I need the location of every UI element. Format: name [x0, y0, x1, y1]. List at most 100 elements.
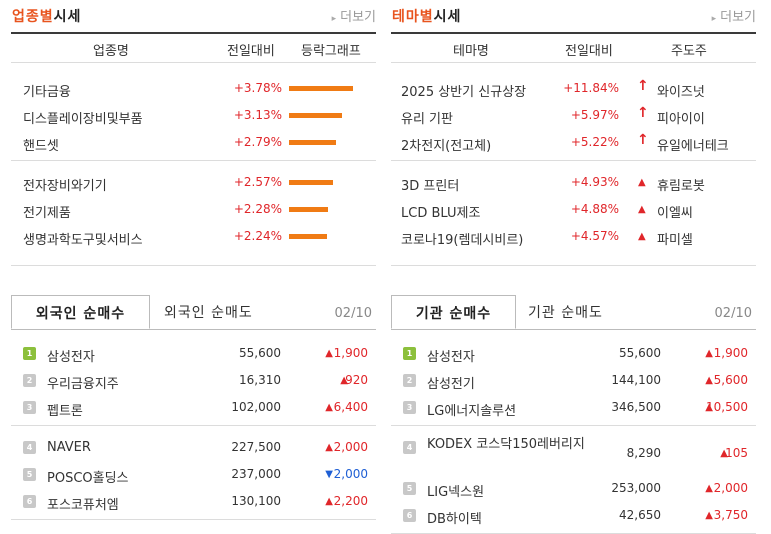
stock-price: 42,650: [619, 508, 661, 522]
stock-name: 삼성전자: [47, 350, 95, 365]
leader-stock: 유일에너테크: [657, 139, 729, 154]
industry-name: 전자장비와기기: [23, 179, 107, 194]
stock-price: 130,100: [231, 494, 281, 508]
foreign-tabs: 외국인 순매수 외국인 순매도 02/10: [11, 295, 376, 330]
col-change: 전일대비: [227, 44, 275, 59]
industry-header: 업종별시세 ▸ 더보기: [11, 0, 376, 34]
change-rate: +2.28%: [233, 202, 282, 216]
institution-group-2: 4 KODEX 코스닥150레버리지 8,290 ▲ 105 5 LIG넥스원 253,000…: [391, 426, 756, 534]
theme-row[interactable]: 코로나19(렘데시비르) +4.57% ▲ 파미셀: [391, 223, 756, 250]
theme-title[interactable]: 테마별시세: [392, 6, 461, 26]
up-triangle-icon: ▲: [340, 375, 348, 386]
theme-name: 2차전지(전고체): [401, 139, 492, 154]
change-amount: 2,000: [713, 481, 748, 495]
stock-name: 펩트론: [47, 404, 83, 419]
up-arrow-icon: ↑: [637, 105, 649, 121]
theme-row[interactable]: 3D 프린터 +4.93% ▲ 휴림로봇: [391, 169, 756, 196]
industry-row[interactable]: 전자장비와기기 +2.57%: [11, 169, 376, 196]
leader-stock: 와이즈넛: [657, 85, 705, 100]
theme-header: 테마별시세 ▸ 더보기: [391, 0, 756, 34]
chevron-right-icon: ▸: [331, 14, 337, 24]
down-triangle-icon: ▼: [325, 469, 333, 480]
stock-price: 55,600: [239, 346, 281, 360]
industry-row[interactable]: 전기제품 +2.28%: [11, 196, 376, 223]
up-triangle-icon: ▲: [705, 483, 713, 494]
industry-row[interactable]: 생명과학도구및서비스 +2.24%: [11, 223, 376, 250]
rank-badge: 2: [23, 374, 36, 387]
industry-title-rest: 시세: [53, 9, 82, 25]
theme-row[interactable]: 유리 기판 +5.97% ↑ 피아이이: [391, 102, 756, 129]
industry-name: 디스플레이장비및부품: [23, 112, 143, 127]
industry-row[interactable]: 기타금융 +3.78%: [11, 75, 376, 102]
industry-name: 기타금융: [23, 85, 71, 100]
rank-badge: 3: [23, 401, 36, 414]
change-rate: +4.57%: [570, 229, 619, 243]
change-amount: 5,600: [713, 373, 748, 387]
stock-row[interactable]: 1 삼성전자 55,600 ▲ 1,900: [11, 340, 376, 367]
stock-row[interactable]: 4 KODEX 코스닥150레버리지 8,290 ▲ 105: [391, 434, 756, 475]
stock-row[interactable]: 6 DB하이텍 42,650 ▲ 3,750: [391, 502, 756, 529]
rank-badge: 1: [23, 347, 36, 360]
theme-name: 2025 상반기 신규상장: [401, 85, 527, 100]
theme-column-header: 테마명 전일대비 주도주: [391, 34, 756, 63]
stock-row[interactable]: 6 포스코퓨처엠 130,100 ▲ 2,200: [11, 488, 376, 515]
stock-name: DB하이텍: [427, 512, 482, 527]
change-bar: [289, 234, 327, 239]
foreign-group-2: 4 NAVER 227,500 ▲ 2,000 5 POSCO홀딩스 237,000 ▼ 2,00…: [11, 426, 376, 520]
tab-foreign-net-buy[interactable]: 외국인 순매수: [11, 295, 150, 329]
rank-badge: 4: [403, 441, 416, 454]
stock-row[interactable]: 1 삼성전자 55,600 ▲ 1,900: [391, 340, 756, 367]
stock-row[interactable]: 3 LG에너지솔루션 346,500 ▲ 10,500: [391, 394, 756, 421]
stock-row[interactable]: 2 우리금융지주 16,310 ▲ 920: [11, 367, 376, 394]
stock-name: LIG넥스원: [427, 485, 485, 500]
tab-institution-net-buy[interactable]: 기관 순매수: [391, 295, 516, 329]
industry-name: 생명과학도구및서비스: [23, 233, 143, 248]
industry-title[interactable]: 업종별시세: [12, 6, 81, 26]
change-amount: 1,900: [713, 346, 748, 360]
theme-row[interactable]: 2차전지(전고체) +5.22% ↑ 유일에너테크: [391, 129, 756, 156]
rank-badge: 1: [403, 347, 416, 360]
stock-name: 삼성전자: [427, 350, 475, 365]
up-triangle-icon: ▲: [638, 204, 646, 215]
stock-row[interactable]: 2 삼성전기 144,100 ▲ 5,600: [391, 367, 756, 394]
stock-row[interactable]: 4 NAVER 227,500 ▲ 2,000: [11, 434, 376, 461]
industry-row[interactable]: 디스플레이장비및부품 +3.13%: [11, 102, 376, 129]
tab-foreign-net-sell[interactable]: 외국인 순매도: [164, 305, 253, 321]
up-triangle-icon: ▲: [638, 231, 646, 242]
rank-badge: 4: [23, 441, 36, 454]
col-change: 전일대비: [565, 44, 613, 59]
stock-row[interactable]: 5 POSCO홀딩스 237,000 ▼ 2,000: [11, 461, 376, 488]
stock-row[interactable]: 3 펩트론 102,000 ▲ 6,400: [11, 394, 376, 421]
industry-panel: 업종별시세 ▸ 더보기 업종명 전일대비 등락그래프 기타금융 +3.78% 디스플레…: [11, 0, 376, 266]
stock-name: 우리금융지주: [47, 377, 119, 392]
leader-stock: 휴림로봇: [657, 179, 705, 194]
more-label: 더보기: [720, 10, 756, 25]
change-amount: 920: [345, 373, 368, 387]
change-rate: +5.22%: [570, 135, 619, 149]
theme-more-link[interactable]: ▸ 더보기: [712, 6, 756, 25]
foreign-panel: 외국인 순매수 외국인 순매도 02/10 1 삼성전자 55,600 ▲ 1,900 2…: [11, 295, 376, 520]
change-amount: 2,000: [333, 440, 368, 454]
stock-price: 16,310: [239, 373, 281, 387]
tab-institution-net-sell[interactable]: 기관 순매도: [528, 305, 603, 321]
industry-title-accent: 업종별: [12, 9, 54, 25]
change-rate: +11.84%: [563, 81, 619, 95]
up-triangle-icon: ▲: [720, 448, 728, 459]
institution-panel: 기관 순매수 기관 순매도 02/10 1 삼성전자 55,600 ▲ 1,900 2 삼성…: [391, 295, 756, 534]
stock-name: 포스코퓨처엠: [47, 498, 119, 513]
stock-price: 102,000: [231, 400, 281, 414]
industry-name: 전기제품: [23, 206, 71, 221]
foreign-date: 02/10: [334, 306, 372, 321]
change-amount: 105: [725, 446, 748, 460]
rank-badge: 6: [23, 495, 36, 508]
industry-row[interactable]: 핸드셋 +2.79%: [11, 129, 376, 156]
rank-badge: 3: [403, 401, 416, 414]
change-amount: 6,400: [333, 400, 368, 414]
theme-row[interactable]: 2025 상반기 신규상장 +11.84% ↑ 와이즈넛: [391, 75, 756, 102]
rank-badge: 5: [23, 468, 36, 481]
stock-row[interactable]: 5 LIG넥스원 253,000 ▲ 2,000: [391, 475, 756, 502]
industry-more-link[interactable]: ▸ 더보기: [332, 6, 376, 25]
change-rate: +3.78%: [233, 81, 282, 95]
industry-group-2: 전자장비와기기 +2.57% 전기제품 +2.28% 생명과학도구및서비스 +2.24%: [11, 161, 376, 266]
theme-row[interactable]: LCD BLU제조 +4.88% ▲ 이엘씨: [391, 196, 756, 223]
